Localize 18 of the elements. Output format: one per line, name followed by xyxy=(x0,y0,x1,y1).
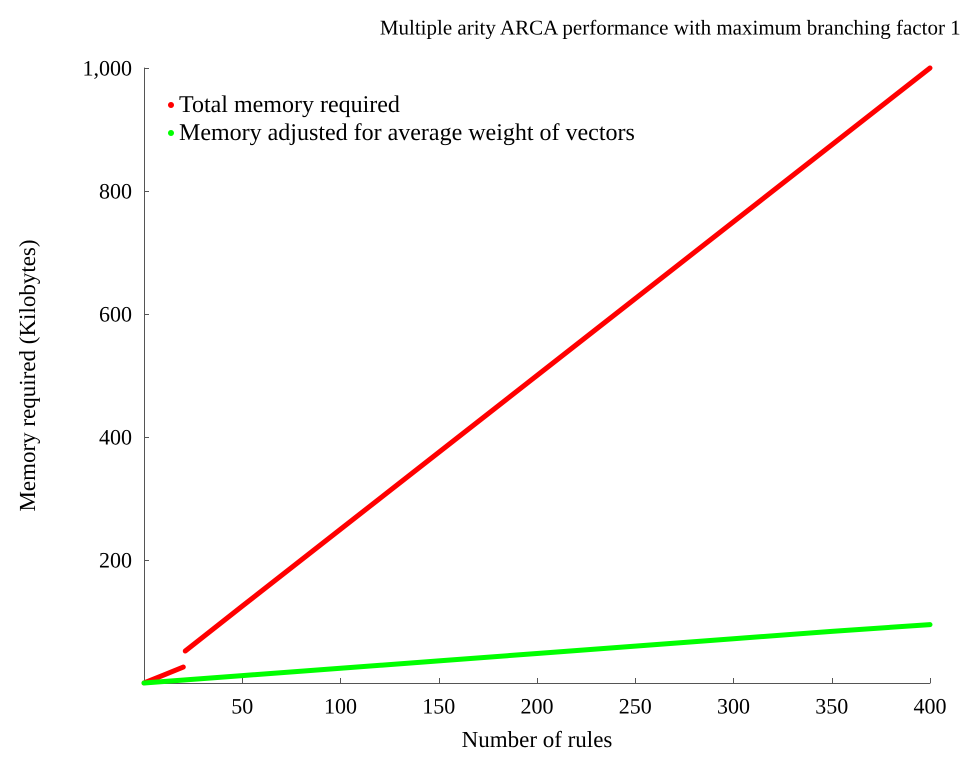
x-tick-label: 100 xyxy=(324,694,357,718)
x-tick-label: 300 xyxy=(717,694,750,718)
x-tick-label: 350 xyxy=(815,694,848,718)
x-tick-label: 150 xyxy=(422,694,456,718)
legend-label: Total memory required xyxy=(179,92,400,118)
y-tick-label: 200 xyxy=(99,548,132,572)
y-tick-label: 400 xyxy=(99,424,132,450)
x-tick-label: 400 xyxy=(914,694,946,718)
y-tick-label: 800 xyxy=(99,178,132,204)
x-axis-title: Number of rules xyxy=(462,727,612,752)
legend-label: Memory adjusted for average weight of vectors xyxy=(179,120,635,146)
x-tick-label: 200 xyxy=(520,694,554,718)
x-tick-label: 50 xyxy=(231,694,254,718)
y-tick-label: 1,000 xyxy=(82,56,132,80)
x-tick-label: 250 xyxy=(618,694,652,718)
chart-title: Multiple arity ARCA performance with maximum branching factor 1 xyxy=(380,16,961,40)
y-tick-label: 600 xyxy=(99,302,132,326)
y-axis-title: Memory required (Kilobytes) xyxy=(15,239,40,512)
